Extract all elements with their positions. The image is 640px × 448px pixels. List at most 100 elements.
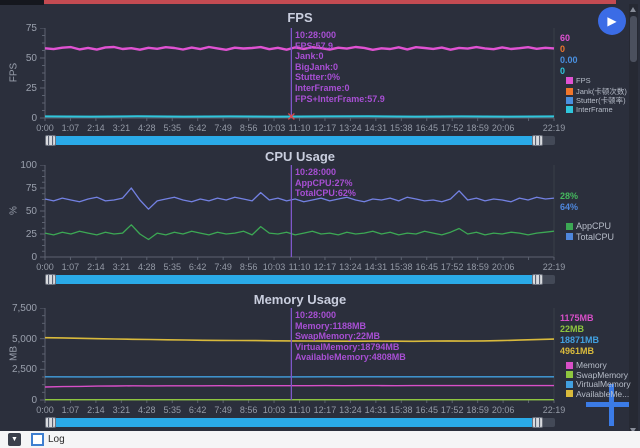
memory-chart-title: Memory Usage — [253, 292, 347, 307]
x-tick-label: 1:07 — [61, 123, 80, 133]
y-tick-label: 0 — [31, 113, 37, 124]
x-tick-label: 6:42 — [188, 405, 207, 415]
cursor-point-marker-icon — [287, 112, 295, 120]
time-range-slider[interactable] — [45, 417, 555, 428]
x-tick-label: 16:45 — [415, 262, 439, 272]
legend-item[interactable]: SwapMemory — [566, 370, 628, 380]
fps-series-line — [44, 45, 555, 51]
legend-label: Jank(卡顿次数) — [576, 86, 627, 96]
time-range-slider[interactable] — [45, 274, 555, 285]
x-tick-label: 16:45 — [415, 123, 439, 133]
memory-usage-plot-area[interactable] — [36, 308, 557, 406]
legend-item[interactable]: TotalCPU — [566, 232, 614, 242]
x-tick-label: 2:14 — [87, 262, 105, 272]
chevron-down-icon: ▼ — [11, 436, 18, 443]
y-tick-label: 75 — [25, 183, 37, 194]
x-tick-label: 13:24 — [339, 262, 362, 272]
vertical-scrollbar[interactable] — [629, 4, 638, 436]
legend-label: InterFrame — [576, 104, 613, 114]
legend-item[interactable]: Stutter(卡顿率) — [566, 95, 626, 106]
y-tick-label: 25 — [25, 229, 37, 240]
x-tick-label: 0:00 — [36, 262, 54, 272]
slider-selected-range[interactable] — [56, 418, 532, 427]
slider-left-handle[interactable] — [45, 417, 56, 428]
tooltip-line: BigJank:0 — [295, 61, 339, 72]
x-tick-label: 3:21 — [112, 123, 131, 133]
x-tick-label: 5:35 — [163, 123, 182, 133]
x-tick-label: 12:17 — [313, 123, 337, 133]
series-current-value: 60 — [560, 33, 571, 43]
y-tick-label: 7,500 — [11, 303, 37, 314]
x-tick-label: 10:03 — [262, 405, 286, 415]
tooltip-line: TotalCPU:62% — [295, 188, 356, 199]
cpu-usage-plot-area[interactable] — [36, 165, 557, 263]
series-current-value: 28% — [560, 191, 579, 201]
legend-item[interactable]: Jank(卡顿次数) — [566, 86, 627, 97]
time-range-slider[interactable] — [45, 135, 555, 146]
slider-right-handle[interactable] — [532, 135, 543, 146]
slider-right-handle[interactable] — [532, 274, 543, 285]
bottom-bar: ▼ Log — [0, 431, 640, 448]
x-tick-label: 0:00 — [36, 405, 54, 415]
tooltip-line: Jank:0 — [295, 51, 324, 62]
series-current-value: 0 — [560, 44, 566, 54]
scrollbar-thumb[interactable] — [630, 16, 637, 62]
series-current-value: 22MB — [560, 324, 585, 334]
scroll-up-icon[interactable] — [630, 7, 636, 12]
legend-item[interactable]: AvailableMe... — [566, 389, 629, 399]
x-tick-label: 14:31 — [364, 405, 388, 415]
x-tick-label: 10:03 — [262, 262, 286, 272]
x-tick-label: 22:19 — [542, 262, 566, 272]
play-button[interactable]: ▶ — [598, 7, 626, 35]
legend-swatch — [566, 371, 573, 378]
slider-selected-range[interactable] — [56, 136, 532, 145]
legend-swatch — [566, 380, 573, 388]
legend-swatch — [566, 87, 573, 95]
slider-selected-range[interactable] — [56, 275, 532, 284]
cpu-chart-title: CPU Usage — [264, 149, 336, 164]
slider-left-handle[interactable] — [45, 274, 56, 285]
tooltip-line: SwapMemory:22MB — [295, 331, 381, 342]
series-current-value: 18871MB — [560, 335, 600, 345]
legend-item[interactable]: Memory — [566, 360, 607, 370]
collapse-button[interactable]: ▼ — [8, 433, 21, 446]
add-chart-button[interactable] — [586, 384, 638, 426]
y-tick-label: 2,500 — [11, 364, 37, 376]
x-tick-label: 11:10 — [288, 262, 311, 272]
legend-swatch — [566, 105, 573, 113]
tooltip-line: FPS:57.9 — [295, 40, 334, 51]
x-tick-label: 2:14 — [87, 123, 105, 133]
fps-chart-title: FPS — [287, 10, 313, 25]
x-tick-label: 1:07 — [61, 405, 80, 415]
series-current-value: 0.00 — [560, 55, 578, 65]
legend-item[interactable]: InterFrame — [566, 105, 613, 114]
plus-icon — [609, 384, 614, 426]
x-tick-label: 6:42 — [188, 123, 207, 133]
fps-plot-area[interactable] — [36, 28, 557, 124]
x-tick-label: 3:21 — [112, 262, 131, 272]
legend-label: SwapMemory — [576, 369, 628, 380]
memory-series-line — [44, 384, 554, 388]
x-tick-label: 7:49 — [214, 405, 232, 415]
series-current-value: 0 — [560, 66, 566, 76]
log-checkbox[interactable] — [31, 433, 44, 446]
tooltip: 10:28:000 AppCPU:27% TotalCPU:62% — [295, 167, 356, 199]
x-tick-label: 8:56 — [239, 405, 258, 415]
legend-item[interactable]: FPS — [566, 76, 591, 85]
scroll-down-icon[interactable] — [630, 428, 636, 433]
x-tick-label: 12:17 — [313, 262, 337, 272]
x-tick-label: 4:28 — [138, 262, 156, 272]
legend-item[interactable]: AppCPU — [566, 221, 611, 231]
slider-left-handle[interactable] — [45, 135, 56, 146]
y-tick-label: 5,000 — [11, 333, 37, 345]
x-tick-label: 2:14 — [87, 405, 105, 415]
legend-item[interactable]: VirtualMemory — [566, 379, 631, 389]
legend-label: FPS — [576, 76, 591, 85]
tooltip-line: InterFrame:0 — [295, 82, 350, 93]
slider-right-handle[interactable] — [532, 417, 543, 428]
y-tick-label: 50 — [25, 53, 37, 64]
x-tick-label: 4:28 — [138, 123, 156, 133]
y-tick-label: 0 — [31, 252, 37, 263]
x-tick-label: 11:10 — [288, 405, 311, 415]
